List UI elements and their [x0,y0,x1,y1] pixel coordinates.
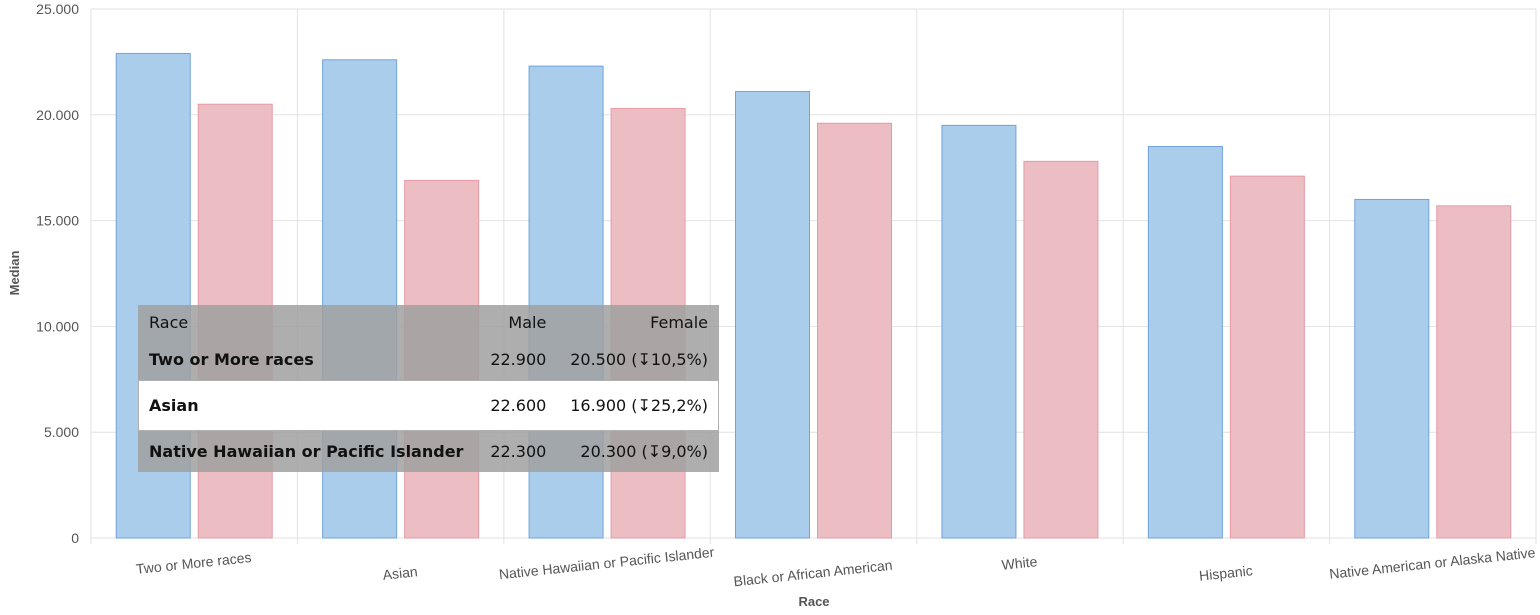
x-tick-label: Two or More races [135,549,252,577]
x-tick-label: Hispanic [1198,562,1253,584]
tooltip-cell-female: 20.300 (↧9,0%) [580,442,708,461]
x-tick-label: Asian [382,563,419,583]
tooltip-cell-race: Native Hawaiian or Pacific Islander [149,442,464,461]
bar-female [1436,205,1512,539]
tooltip-row-highlighted: Asian 22.600 16.900 (↧25,2%) [138,380,719,431]
bar-female [1229,175,1305,539]
bar-male [115,52,191,539]
tooltip-cell-female: 16.900 (↧25,2%) [570,396,708,415]
y-tick-label: 25.000 [36,1,79,17]
x-axis-ticks: Two or More races Asian Native Hawaiian or… [135,544,1536,590]
bar-male [1147,146,1223,539]
tooltip-cell-race: Asian [149,396,199,415]
bar-female [610,107,686,539]
bar-male [941,124,1017,539]
bar-female [197,103,273,539]
bar-female [404,179,480,539]
bar-male [322,59,398,539]
x-tick-label: White [1001,553,1038,573]
tooltip-row: Native Hawaiian or Pacific Islander 22.3… [138,431,719,472]
tooltip-header-race: Race [149,312,189,332]
tooltip-cell-male: 22.900 [490,350,547,369]
bar-female [817,122,892,539]
tooltip-header-row: Race Male Female [138,305,719,339]
tooltip-cell-race: Two or More races [149,350,314,369]
bar-female [1023,160,1099,539]
tooltip-header-female: Female [650,312,708,332]
y-tick-label: 20.000 [36,107,79,123]
y-tick-label: 15.000 [36,213,79,229]
tooltip-cell-male: 22.300 [490,442,547,461]
x-tick-label: Native American or Alaska Native [1329,544,1537,582]
x-tick-label: Black or African American [733,557,893,590]
bars [115,52,1512,539]
tooltip-cell-female: 20.500 (↧10,5%) [570,350,708,369]
y-axis-title: Median [7,251,22,296]
bar-male [528,65,604,539]
y-tick-label: 5.000 [44,424,79,440]
y-tick-label: 10.000 [36,318,79,334]
tooltip-table: Race Male Female Two or More races 22.90… [138,305,719,472]
y-axis-ticks: 0 5.000 10.000 15.000 20.000 25.000 [36,1,79,546]
y-tick-label: 0 [71,530,79,546]
tooltip-row: Two or More races 22.900 20.500 (↧10,5%) [138,339,719,380]
bar-male [735,91,810,539]
bar-male [1354,198,1430,539]
x-tick-label: Native Hawaiian or Pacific Islander [498,544,715,583]
data-tooltip: Race Male Female Two or More races 22.90… [138,305,719,472]
tooltip-cell-male: 22.600 [490,396,547,415]
x-axis-title: Race [798,594,829,609]
tooltip-header-male: Male [508,312,547,332]
